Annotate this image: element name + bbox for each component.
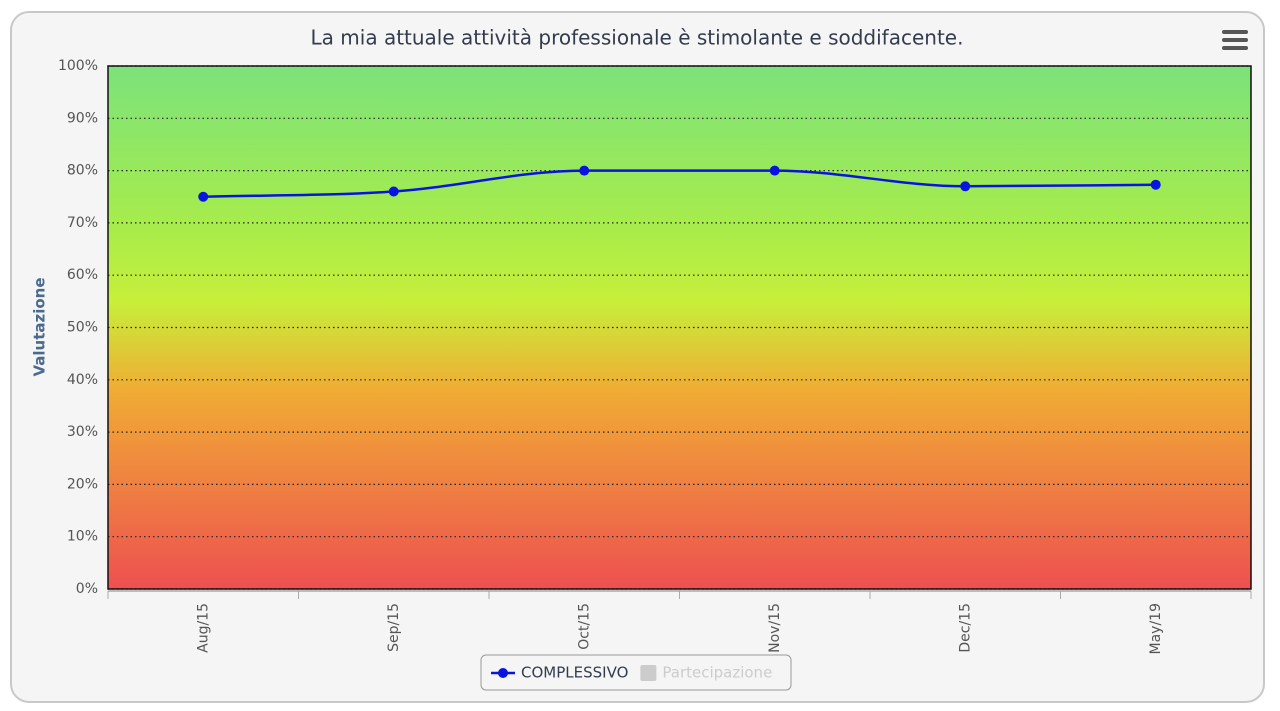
x-tick-label: Aug/15 bbox=[195, 603, 211, 653]
data-point bbox=[769, 165, 780, 176]
legend-symbol bbox=[640, 665, 657, 681]
series-line bbox=[203, 169, 1156, 198]
y-tick-label: 60% bbox=[67, 267, 98, 283]
y-tick-label: 0% bbox=[76, 581, 98, 597]
menu-bar bbox=[1222, 30, 1248, 34]
plot-border bbox=[107, 65, 1252, 590]
legend-item[interactable]: Partecipazione bbox=[640, 664, 772, 682]
y-tick-label: 70% bbox=[67, 215, 98, 231]
y-tick-label: 100% bbox=[58, 58, 98, 74]
x-tick-label: Dec/15 bbox=[957, 603, 973, 653]
y-axis-label: Valutazione bbox=[31, 277, 49, 376]
legend-box bbox=[480, 654, 792, 691]
y-tick-label: 80% bbox=[67, 163, 98, 179]
y-tick-label: 50% bbox=[67, 320, 98, 336]
y-tick-label: 10% bbox=[67, 529, 98, 545]
y-tick-label: 90% bbox=[67, 110, 98, 126]
x-tick-label: May/19 bbox=[1148, 603, 1164, 654]
y-tick-label: 30% bbox=[67, 424, 98, 440]
menu-bar bbox=[1222, 38, 1248, 42]
legend-label: COMPLESSIVO bbox=[521, 664, 628, 682]
data-point bbox=[198, 191, 209, 202]
chart-title: La mia attuale attività professionale è … bbox=[311, 26, 964, 50]
data-point bbox=[579, 165, 590, 176]
y-tick-label: 20% bbox=[67, 476, 98, 492]
x-tick-label: Oct/15 bbox=[576, 603, 592, 650]
x-tick-label: Nov/15 bbox=[767, 603, 783, 653]
data-point bbox=[1150, 179, 1161, 190]
menu-button[interactable] bbox=[1222, 30, 1248, 50]
y-tick-label: 40% bbox=[67, 372, 98, 388]
legend: COMPLESSIVO Partecipazione bbox=[480, 654, 792, 691]
data-point bbox=[388, 186, 399, 197]
menu-bar bbox=[1222, 46, 1248, 50]
legend-item[interactable]: COMPLESSIVO bbox=[491, 664, 628, 682]
data-point bbox=[960, 181, 971, 192]
x-tick-label: Sep/15 bbox=[386, 603, 402, 652]
legend-symbol-marker bbox=[498, 668, 508, 678]
legend-label: Partecipazione bbox=[662, 664, 772, 682]
